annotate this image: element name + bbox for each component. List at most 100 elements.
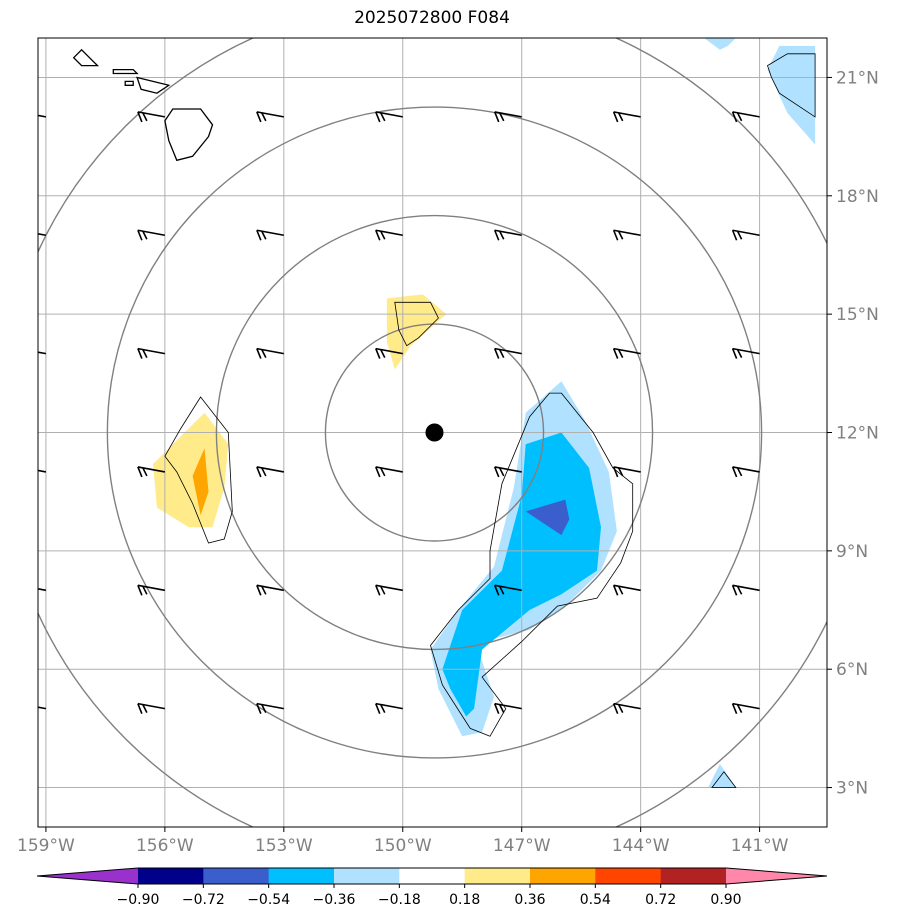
colorbar-segment xyxy=(595,868,662,884)
island-coastline xyxy=(18,30,34,42)
wind-barb xyxy=(375,584,403,596)
wind-barb xyxy=(137,702,166,714)
contour-outline xyxy=(767,53,816,118)
colorbar-extend-low xyxy=(37,868,138,884)
x-tick-label: 150°W xyxy=(374,836,432,856)
contour-outline xyxy=(430,392,634,737)
wind-barb xyxy=(137,466,166,478)
wind-barb xyxy=(137,111,166,123)
colorbar-tick-label: −0.54 xyxy=(247,892,290,908)
filled-contour-region xyxy=(767,45,816,145)
wind-barb xyxy=(731,347,760,359)
wind-barb xyxy=(38,469,47,473)
colorbar-tick-label: 0.36 xyxy=(514,892,545,908)
chart-title: 2025072800 F084 xyxy=(354,8,510,28)
wind-barb xyxy=(137,347,166,359)
colorbar-tick-label: 0.72 xyxy=(645,892,676,908)
island-coastline xyxy=(124,80,134,86)
plot-area xyxy=(18,30,827,827)
wind-barb xyxy=(256,111,284,123)
wind-barb xyxy=(256,347,284,359)
range-ring xyxy=(106,106,763,759)
wind-barb xyxy=(493,466,522,478)
storm-center-marker xyxy=(425,423,444,442)
y-tick-label: 15°N xyxy=(836,305,879,325)
wind-barb xyxy=(38,232,47,237)
range-ring xyxy=(215,214,654,651)
wind-barb xyxy=(612,466,641,478)
colorbar-tick-label: −0.18 xyxy=(378,892,421,908)
colorbar-tick-label: −0.72 xyxy=(182,892,225,908)
wind-barb xyxy=(493,702,522,714)
filled-contour-region xyxy=(386,294,447,370)
colorbar-tick-label: 0.90 xyxy=(710,892,741,908)
y-tick-label: 6°N xyxy=(836,660,868,680)
island-coastline xyxy=(72,48,100,67)
y-tick-label: 21°N xyxy=(836,68,879,88)
wind-barb xyxy=(375,347,403,359)
y-tick-label: 3°N xyxy=(836,779,868,799)
y-tick-label: 9°N xyxy=(836,542,868,562)
x-tick-label: 159°W xyxy=(17,836,75,856)
wind-barb xyxy=(256,702,284,714)
y-tick-label: 18°N xyxy=(836,187,879,207)
wind-barb xyxy=(137,229,166,241)
contour-outline xyxy=(711,771,737,788)
colorbar-segment xyxy=(464,868,531,884)
contour-outline xyxy=(164,396,233,544)
y-axis: 3°N 6°N 9°N 12°N 15°N 18°N 21°N xyxy=(827,68,879,799)
x-axis: 159°W 156°W 153°W 150°W 147°W 144°W 141°W xyxy=(17,827,789,856)
colorbar-segment xyxy=(399,868,466,884)
filled-contour-region xyxy=(708,763,736,788)
wind-barb xyxy=(731,466,760,478)
wind-barb xyxy=(731,702,760,714)
wind-barb xyxy=(375,702,403,714)
contour-outline xyxy=(394,301,439,347)
x-tick-label: 147°W xyxy=(493,836,551,856)
island-coastline xyxy=(136,76,171,94)
colorbar-tick-label: −0.36 xyxy=(313,892,356,908)
wind-barb xyxy=(731,229,760,241)
colorbar-segment xyxy=(203,868,270,884)
filled-contour-region xyxy=(525,499,570,536)
filled-contour-region xyxy=(192,448,209,516)
wind-barb xyxy=(375,229,403,241)
wind-barb xyxy=(493,584,522,596)
wind-barb xyxy=(256,584,284,596)
colorbar-segment xyxy=(268,868,335,884)
x-tick-label: 144°W xyxy=(612,836,670,856)
colorbar: −0.90 −0.72 −0.54 −0.36 −0.18 0.18 0.36 0.54 0.7… xyxy=(36,867,828,908)
x-tick-label: 156°W xyxy=(136,836,194,856)
colorbar-segment xyxy=(334,868,400,884)
wind-barb xyxy=(38,351,47,355)
filled-contour-region xyxy=(704,38,736,50)
wind-barb xyxy=(493,111,522,123)
island-coastline xyxy=(112,68,139,75)
wind-barb xyxy=(375,111,403,123)
x-tick-label: 141°W xyxy=(731,836,789,856)
wind-barb xyxy=(493,229,522,241)
wind-barb xyxy=(256,466,284,478)
wind-barb xyxy=(137,584,166,596)
colorbar-segment xyxy=(530,868,596,884)
filled-contour-region xyxy=(153,412,229,528)
colorbar-tick-label: −0.90 xyxy=(117,892,160,908)
wind-barb xyxy=(612,229,641,241)
wind-barb xyxy=(612,111,641,123)
colorbar-extend-high xyxy=(726,868,827,884)
colorbar-tick-label: 0.54 xyxy=(580,892,611,908)
x-tick-label: 153°W xyxy=(255,836,313,856)
colorbar-segment xyxy=(660,868,727,884)
colorbar-tick-label: 0.18 xyxy=(449,892,480,908)
wind-barb xyxy=(493,347,522,359)
wind-barb xyxy=(612,584,641,596)
y-tick-label: 12°N xyxy=(836,424,879,444)
wind-barb xyxy=(38,114,47,118)
wind-barb xyxy=(38,706,47,710)
wind-barb xyxy=(256,229,284,241)
wind-barb xyxy=(731,584,760,596)
range-ring xyxy=(324,323,545,542)
wind-barb xyxy=(731,111,760,123)
island-coastline xyxy=(164,108,214,162)
